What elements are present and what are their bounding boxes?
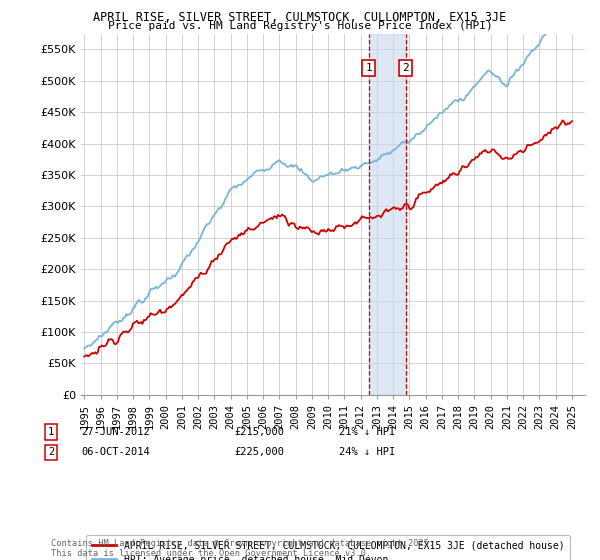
Text: 2: 2 <box>48 447 54 458</box>
Text: £225,000: £225,000 <box>234 447 284 458</box>
Legend: APRIL RISE, SILVER STREET, CULMSTOCK, CULLOMPTON, EX15 3JE (detached house), HPI: APRIL RISE, SILVER STREET, CULMSTOCK, CU… <box>86 535 570 560</box>
Text: APRIL RISE, SILVER STREET, CULMSTOCK, CULLOMPTON, EX15 3JE: APRIL RISE, SILVER STREET, CULMSTOCK, CU… <box>94 11 506 24</box>
Text: 06-OCT-2014: 06-OCT-2014 <box>81 447 150 458</box>
Text: 1: 1 <box>365 63 372 73</box>
Bar <box>368 34 406 395</box>
Text: 21% ↓ HPI: 21% ↓ HPI <box>339 427 395 437</box>
Text: £215,000: £215,000 <box>234 427 284 437</box>
Text: 24% ↓ HPI: 24% ↓ HPI <box>339 447 395 458</box>
Text: 2: 2 <box>402 63 409 73</box>
Text: Price paid vs. HM Land Registry's House Price Index (HPI): Price paid vs. HM Land Registry's House … <box>107 21 493 31</box>
Text: 1: 1 <box>48 427 54 437</box>
Text: Contains HM Land Registry data © Crown copyright and database right 2025.
This d: Contains HM Land Registry data © Crown c… <box>51 539 434 558</box>
Text: 27-JUN-2012: 27-JUN-2012 <box>81 427 150 437</box>
